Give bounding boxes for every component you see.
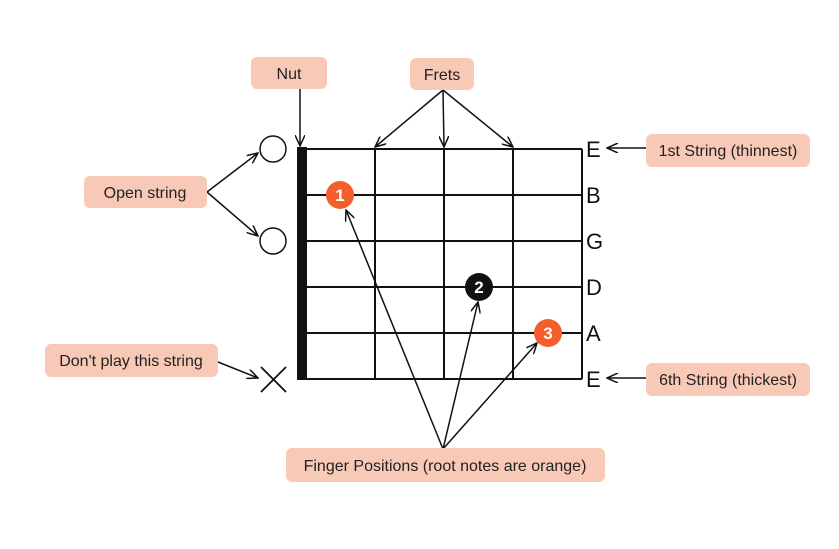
string-name-1: E <box>586 137 601 162</box>
callout-nut: Nut <box>251 57 327 89</box>
finger-dot-2-number: 2 <box>474 278 483 297</box>
open-string-marker-1 <box>259 135 287 163</box>
string-name-4: D <box>586 275 602 300</box>
frets-arrow-2 <box>443 89 444 147</box>
dont-play-arrow <box>217 361 258 378</box>
finger-arrow-1 <box>346 210 444 450</box>
callout-open-string-label: Open string <box>104 185 187 202</box>
finger-dot-2: 2 <box>465 273 493 301</box>
finger-dot-1-number: 1 <box>335 186 344 205</box>
callout-frets: Frets <box>410 58 474 90</box>
finger-dot-1: 1 <box>326 181 354 209</box>
callout-finger-positions-label: Finger Positions (root notes are orange) <box>304 458 587 475</box>
frets-arrow-1 <box>375 89 444 147</box>
callout-finger-positions: Finger Positions (root notes are orange) <box>286 448 605 482</box>
finger-arrow-3 <box>442 343 537 450</box>
open-string-marker-3 <box>259 227 287 255</box>
muted-string-x-icon <box>260 366 287 393</box>
callout-dont-play: Don't play this string <box>45 344 218 377</box>
finger-arrow-2 <box>442 302 478 450</box>
finger-dot-1-circle <box>326 181 354 209</box>
callout-open-string: Open string <box>84 176 207 208</box>
arrows <box>206 88 646 450</box>
finger-dot-3: 3 <box>534 319 562 347</box>
callout-frets-label: Frets <box>424 67 460 84</box>
string-names: E B G D A E <box>586 137 603 392</box>
open-string-arrow-2 <box>206 191 258 236</box>
open-string-arrow-1 <box>206 153 258 193</box>
callout-nut-label: Nut <box>277 66 302 83</box>
string-name-6: E <box>586 367 601 392</box>
callout-dont-play-label: Don't play this string <box>59 353 203 370</box>
frets-arrow-3 <box>442 89 513 147</box>
string-name-5: A <box>586 321 601 346</box>
callout-sixth-string: 6th String (thickest) <box>646 363 810 396</box>
finger-dot-2-circle <box>465 273 493 301</box>
string-name-2: B <box>586 183 601 208</box>
nut-bar <box>297 147 307 380</box>
callout-first-string-label: 1st String (thinnest) <box>659 143 798 160</box>
callout-first-string: 1st String (thinnest) <box>646 134 810 167</box>
string-name-3: G <box>586 229 603 254</box>
finger-dot-3-circle <box>534 319 562 347</box>
finger-dot-3-number: 3 <box>543 324 552 343</box>
callout-sixth-string-label: 6th String (thickest) <box>659 372 797 389</box>
